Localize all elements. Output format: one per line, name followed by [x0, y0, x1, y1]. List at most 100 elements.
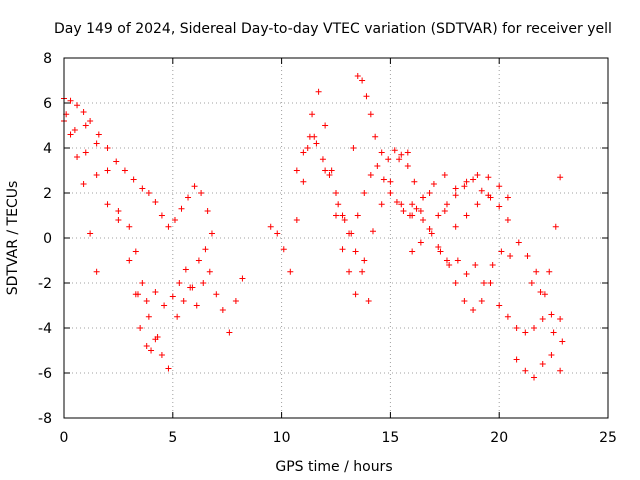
data-point — [328, 167, 335, 174]
data-point — [548, 311, 555, 318]
data-point — [470, 176, 477, 183]
data-point — [198, 190, 205, 196]
data-point — [82, 149, 89, 156]
data-point — [485, 192, 492, 199]
data-point — [391, 147, 398, 154]
data-point — [304, 145, 311, 151]
data-point — [428, 230, 435, 237]
data-point — [404, 163, 411, 169]
series-track-17 — [528, 174, 564, 295]
data-point — [387, 190, 394, 196]
data-point — [522, 367, 529, 374]
data-point — [470, 307, 477, 313]
data-point — [513, 356, 520, 363]
data-point — [443, 201, 450, 208]
data-point — [339, 246, 346, 253]
data-point — [463, 271, 470, 277]
series-track-8 — [293, 133, 372, 304]
data-point — [74, 102, 81, 109]
data-point — [524, 253, 531, 259]
data-point — [143, 298, 150, 304]
data-point — [169, 293, 176, 300]
data-point — [478, 298, 485, 304]
y-tick-label: 6 — [43, 96, 52, 112]
data-point — [346, 268, 353, 275]
series-track-11 — [409, 201, 564, 336]
data-point — [134, 291, 141, 298]
data-point — [139, 185, 146, 192]
data-point — [474, 172, 481, 178]
data-point — [335, 201, 342, 208]
data-point — [352, 248, 359, 255]
data-point — [452, 223, 459, 230]
data-point — [396, 156, 403, 163]
data-point — [420, 194, 427, 201]
data-point — [300, 178, 307, 185]
data-point — [311, 133, 318, 140]
data-point — [361, 190, 368, 196]
data-point — [137, 325, 144, 331]
data-point — [139, 280, 146, 286]
data-point — [546, 268, 553, 275]
y-tick-label: 8 — [43, 51, 52, 67]
series-track-12 — [420, 217, 566, 345]
data-point — [113, 158, 120, 165]
data-point — [420, 217, 427, 223]
data-point — [82, 122, 89, 129]
plot-frame — [63, 57, 609, 419]
data-point — [319, 156, 326, 163]
data-point — [367, 172, 374, 178]
data-point — [417, 208, 424, 214]
data-point — [143, 343, 150, 349]
y-tick-label: -6 — [38, 366, 52, 382]
data-point — [359, 268, 366, 275]
data-point — [326, 172, 333, 178]
data-point — [452, 192, 459, 199]
data-point — [191, 183, 198, 190]
data-point — [435, 244, 442, 250]
y-tick-label: -4 — [38, 321, 52, 337]
data-point — [176, 280, 183, 286]
data-point — [559, 338, 566, 345]
data-point — [148, 347, 155, 354]
data-point — [333, 212, 339, 219]
data-point — [430, 181, 437, 187]
data-point — [443, 257, 450, 264]
data-point — [87, 230, 94, 237]
data-point — [165, 365, 172, 372]
series-track-13 — [409, 176, 511, 255]
series-track-15 — [398, 172, 492, 219]
data-point — [426, 226, 433, 232]
data-point — [126, 223, 133, 230]
data-point — [115, 208, 122, 214]
data-point — [426, 190, 433, 196]
data-point — [550, 329, 557, 336]
data-point — [531, 325, 538, 331]
data-point — [287, 268, 294, 275]
series-track-6 — [174, 268, 246, 336]
data-point — [504, 313, 511, 320]
series-track-1 — [61, 95, 211, 230]
data-point — [115, 217, 122, 223]
data-point — [154, 334, 161, 340]
data-point — [93, 140, 100, 147]
y-tick-label: -8 — [38, 411, 52, 427]
data-point — [121, 167, 128, 174]
data-point — [548, 352, 555, 358]
data-point — [359, 77, 366, 84]
data-point — [322, 167, 329, 174]
data-point — [104, 145, 111, 151]
data-point — [145, 190, 152, 196]
data-point — [352, 291, 359, 298]
data-point — [513, 325, 520, 331]
data-point — [93, 268, 100, 275]
data-point — [354, 212, 361, 219]
series-track-14 — [441, 183, 511, 230]
data-point — [206, 268, 213, 275]
data-point — [208, 230, 215, 237]
data-point — [474, 201, 481, 208]
data-point — [404, 149, 411, 156]
data-point — [132, 248, 139, 255]
data-point — [300, 149, 307, 156]
data-point — [478, 187, 485, 194]
